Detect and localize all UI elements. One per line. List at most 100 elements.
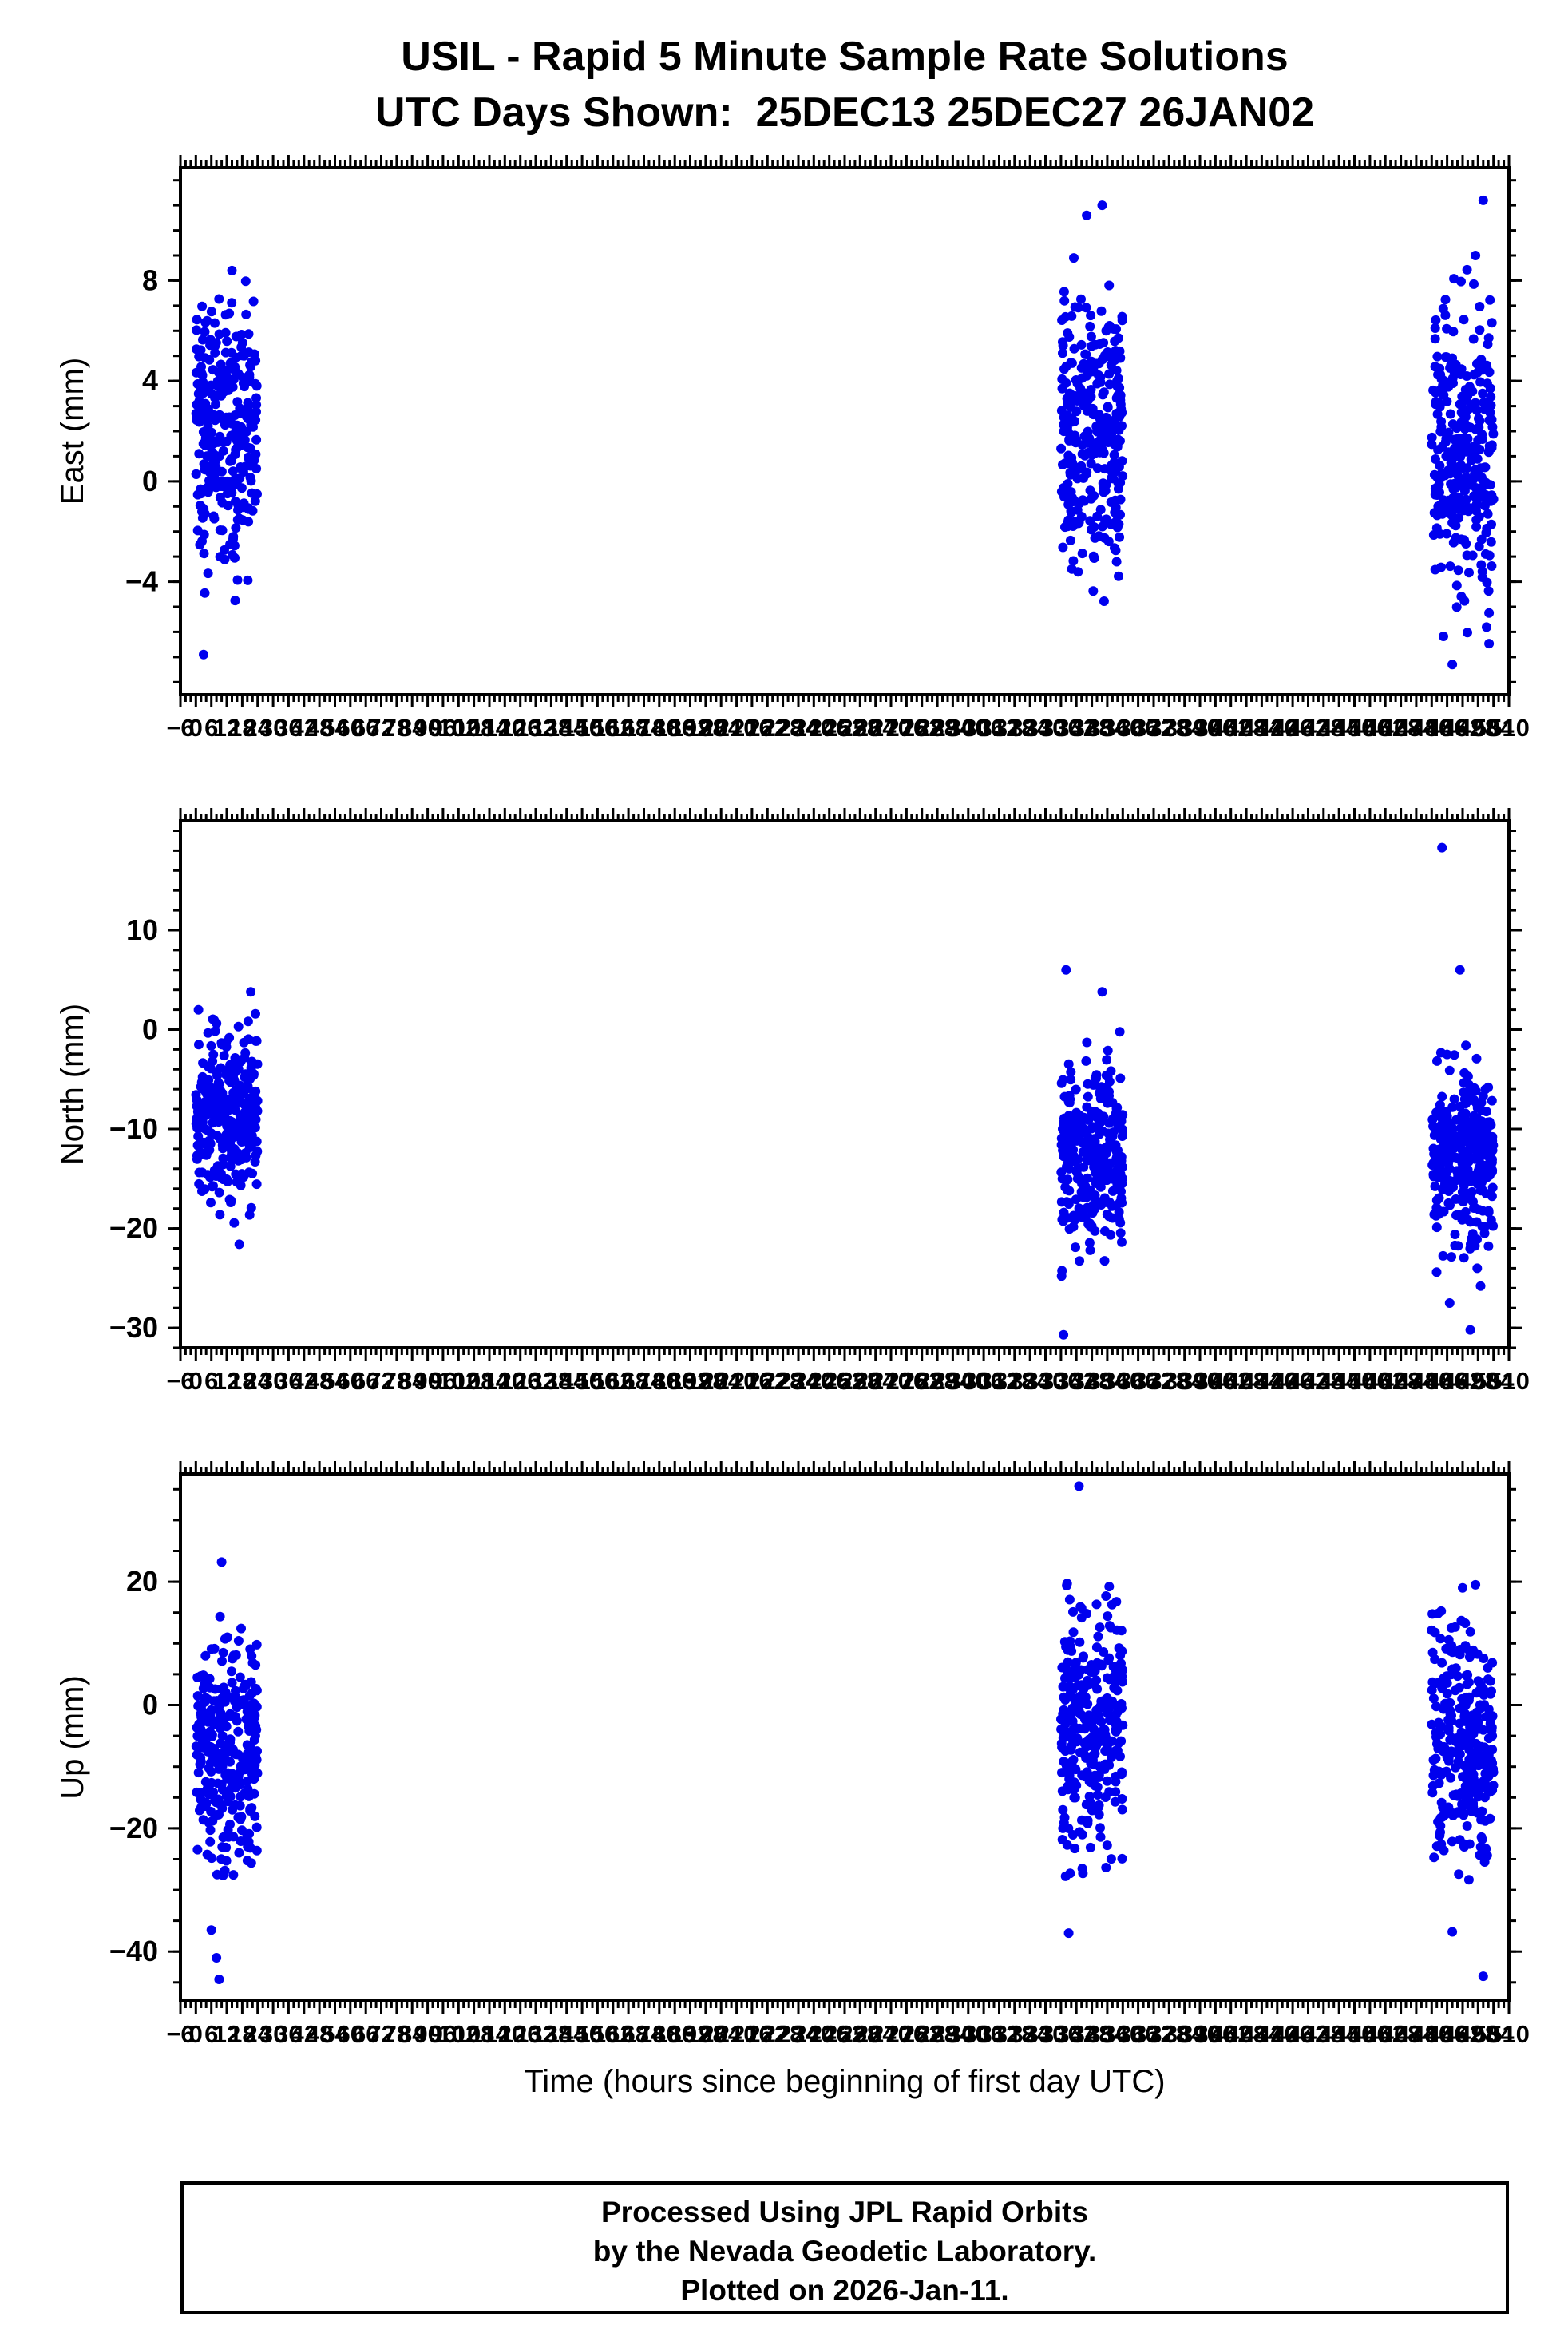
svg-text:300: 300 xyxy=(948,714,989,742)
svg-text:Up (mm): Up (mm) xyxy=(55,1675,90,1800)
footer-line1: Processed Using JPL Rapid Orbits xyxy=(601,2196,1088,2228)
svg-text:372: 372 xyxy=(1133,2020,1174,2048)
svg-text:210: 210 xyxy=(716,2020,758,2048)
svg-text:240: 240 xyxy=(793,1367,834,1395)
svg-text:294: 294 xyxy=(932,1367,974,1395)
svg-text:348: 348 xyxy=(1071,714,1113,742)
svg-text:228: 228 xyxy=(762,1367,804,1395)
svg-text:426: 426 xyxy=(1272,714,1313,742)
svg-text:414: 414 xyxy=(1241,714,1283,742)
svg-text:408: 408 xyxy=(1225,2020,1267,2048)
svg-text:126: 126 xyxy=(500,714,541,742)
svg-text:18: 18 xyxy=(228,1367,255,1395)
svg-text:318: 318 xyxy=(994,2020,1035,2048)
svg-text:294: 294 xyxy=(932,2020,974,2048)
svg-text:420: 420 xyxy=(1257,714,1298,742)
svg-text:24: 24 xyxy=(244,714,271,742)
svg-text:72: 72 xyxy=(367,1367,394,1395)
svg-text:36: 36 xyxy=(275,2020,302,2048)
svg-text:174: 174 xyxy=(624,1367,665,1395)
svg-text:252: 252 xyxy=(824,714,865,742)
svg-text:126: 126 xyxy=(500,2020,541,2048)
svg-text:438: 438 xyxy=(1303,2020,1344,2048)
footer-box: Processed Using JPL Rapid Orbits by the … xyxy=(180,2181,1509,2314)
svg-text:186: 186 xyxy=(654,2020,695,2048)
svg-text:20: 20 xyxy=(126,1565,158,1598)
svg-text:510: 510 xyxy=(1488,714,1530,742)
svg-text:450: 450 xyxy=(1334,2020,1376,2048)
svg-text:6: 6 xyxy=(204,1367,218,1395)
svg-text:42: 42 xyxy=(291,1367,318,1395)
svg-text:78: 78 xyxy=(383,714,410,742)
svg-text:414: 414 xyxy=(1241,1367,1283,1395)
svg-text:18: 18 xyxy=(228,714,255,742)
svg-text:282: 282 xyxy=(901,2020,943,2048)
svg-text:204: 204 xyxy=(700,714,742,742)
svg-text:246: 246 xyxy=(809,2020,850,2048)
svg-text:492: 492 xyxy=(1442,1367,1483,1395)
svg-text:120: 120 xyxy=(484,714,525,742)
svg-text:420: 420 xyxy=(1257,1367,1298,1395)
svg-text:462: 462 xyxy=(1364,714,1406,742)
svg-text:168: 168 xyxy=(608,2020,649,2048)
svg-text:90: 90 xyxy=(414,2020,441,2048)
svg-text:84: 84 xyxy=(398,1367,426,1395)
svg-text:36: 36 xyxy=(275,714,302,742)
svg-text:8: 8 xyxy=(142,263,158,296)
svg-text:90: 90 xyxy=(414,1367,441,1395)
svg-text:288: 288 xyxy=(917,1367,958,1395)
svg-text:162: 162 xyxy=(592,2020,634,2048)
svg-text:156: 156 xyxy=(577,2020,619,2048)
svg-text:120: 120 xyxy=(484,1367,525,1395)
svg-text:54: 54 xyxy=(321,1367,349,1395)
footer-line2: by the Nevada Geodetic Laboratory. xyxy=(592,2235,1097,2268)
svg-text:54: 54 xyxy=(321,2020,349,2048)
svg-text:504: 504 xyxy=(1473,1367,1515,1395)
svg-text:378: 378 xyxy=(1148,1367,1190,1395)
svg-text:138: 138 xyxy=(531,1367,572,1395)
svg-text:48: 48 xyxy=(306,714,333,742)
svg-text:6: 6 xyxy=(204,2020,218,2048)
svg-text:150: 150 xyxy=(561,2020,603,2048)
svg-text:30: 30 xyxy=(259,1367,287,1395)
svg-text:186: 186 xyxy=(654,714,695,742)
svg-text:12: 12 xyxy=(213,2020,240,2048)
svg-text:210: 210 xyxy=(716,714,758,742)
title-line1: USIL - Rapid 5 Minute Sample Rate Soluti… xyxy=(401,34,1289,80)
svg-text:12: 12 xyxy=(213,1367,240,1395)
svg-text:306: 306 xyxy=(963,2020,1004,2048)
svg-text:372: 372 xyxy=(1133,714,1174,742)
svg-text:108: 108 xyxy=(453,2020,495,2048)
svg-text:0: 0 xyxy=(142,1689,158,1721)
svg-text:294: 294 xyxy=(932,714,974,742)
svg-text:108: 108 xyxy=(453,1367,495,1395)
svg-text:354: 354 xyxy=(1087,2020,1128,2048)
svg-text:258: 258 xyxy=(839,1367,881,1395)
svg-text:228: 228 xyxy=(762,2020,804,2048)
svg-text:354: 354 xyxy=(1087,1367,1128,1395)
svg-text:102: 102 xyxy=(438,1367,479,1395)
svg-text:438: 438 xyxy=(1303,714,1344,742)
svg-text:444: 444 xyxy=(1318,2020,1360,2048)
svg-text:396: 396 xyxy=(1195,2020,1237,2048)
svg-text:0: 0 xyxy=(142,1013,158,1046)
svg-text:396: 396 xyxy=(1195,714,1237,742)
svg-text:312: 312 xyxy=(979,714,1020,742)
svg-text:258: 258 xyxy=(839,714,881,742)
svg-text:252: 252 xyxy=(824,2020,865,2048)
svg-text:240: 240 xyxy=(793,714,834,742)
svg-text:204: 204 xyxy=(700,1367,742,1395)
svg-text:0: 0 xyxy=(142,465,158,497)
svg-text:−40: −40 xyxy=(109,1935,158,1967)
svg-text:330: 330 xyxy=(1025,714,1067,742)
svg-text:288: 288 xyxy=(917,714,958,742)
svg-text:66: 66 xyxy=(352,714,379,742)
svg-text:498: 498 xyxy=(1457,1367,1499,1395)
svg-text:486: 486 xyxy=(1427,2020,1468,2048)
svg-text:24: 24 xyxy=(244,1367,271,1395)
svg-text:0: 0 xyxy=(189,714,203,742)
svg-text:432: 432 xyxy=(1288,2020,1329,2048)
svg-text:414: 414 xyxy=(1241,2020,1283,2048)
svg-text:288: 288 xyxy=(917,2020,958,2048)
svg-text:36: 36 xyxy=(275,1367,302,1395)
